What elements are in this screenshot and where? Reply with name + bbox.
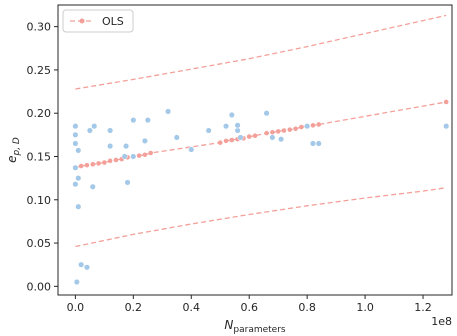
ols-fit-point (275, 129, 281, 134)
y-label-main: e (5, 155, 19, 162)
scatter-point (75, 147, 82, 154)
ols-fit-point (264, 130, 269, 136)
scatter-point (72, 131, 79, 138)
scatter-point (234, 122, 241, 129)
x-tick-label: 0.2 (125, 301, 143, 314)
plot-area (57, 4, 453, 296)
scatter-point (188, 146, 195, 153)
ols-fit-point (102, 160, 107, 165)
scatter-point (121, 153, 128, 160)
y-tick-label: 0.15 (27, 150, 52, 163)
scatter-point (165, 108, 172, 115)
scatter-point (86, 127, 93, 134)
y-tick-label: 0.30 (27, 21, 52, 34)
legend-box (62, 9, 134, 33)
ols-fit-point (316, 122, 322, 127)
ols-fit-point (293, 126, 298, 132)
ols-fit-point (287, 127, 293, 132)
ols-layer (73, 14, 449, 248)
scatter-point (269, 134, 276, 141)
ols-fit-point (107, 158, 113, 164)
y-tick-label: 0.00 (27, 280, 52, 293)
ols-fit-point (84, 162, 90, 168)
ols-fit-point (113, 157, 119, 163)
x-tick-label: 0.6 (240, 301, 258, 314)
ols-fit-point (96, 161, 101, 166)
scatter-point (89, 183, 96, 190)
x-tick-label: 0.0 (67, 301, 85, 314)
scatter-point (278, 136, 285, 143)
y-axis-label: ep, D (5, 137, 22, 163)
scatter-point (141, 137, 148, 144)
ols-fit-point (281, 128, 287, 133)
x-axis-label: Nparameters (224, 318, 285, 335)
scatter-point (72, 123, 79, 130)
x-axis: 0.0 0.2 0.4 0.6 0.8 1.0 1.2 (67, 295, 432, 314)
y-axis: 0.00 0.05 0.10 0.15 0.20 0.25 0.30 (27, 21, 58, 293)
scatter-point (304, 123, 311, 130)
scatter-point (124, 179, 131, 186)
scatter-point (75, 203, 82, 210)
y-label-sub: p, D (12, 137, 22, 156)
ols-fit-point (217, 140, 223, 145)
scatter-point (237, 134, 244, 141)
ols-fit-point (299, 124, 304, 130)
ols-fit-point (246, 134, 252, 139)
y-tick-label: 0.10 (27, 194, 52, 207)
scatter-point (315, 140, 322, 147)
scatter-point (173, 134, 180, 141)
scatter-point (72, 140, 79, 147)
ols-fit-point (148, 150, 154, 156)
plot-frame (57, 4, 453, 296)
scatter-point (107, 143, 114, 150)
scatter-point (72, 164, 79, 171)
scatter-point (123, 143, 130, 150)
scatter-point (72, 181, 79, 188)
ols-fit-point (443, 99, 449, 105)
ols-fit-point (310, 123, 316, 128)
scatter-point (83, 264, 91, 271)
x-tick-label: 0.8 (298, 301, 316, 314)
x-label-main: N (224, 318, 233, 332)
x-tick-label: 1.0 (356, 301, 374, 314)
scatter-point (91, 123, 98, 130)
scatter-point (309, 140, 316, 147)
ols-fit-point (78, 163, 84, 169)
y-tick-label: 0.05 (27, 237, 52, 250)
scatter-point (144, 117, 151, 124)
ols-fit-point (136, 153, 142, 158)
scatter-point (443, 123, 450, 130)
ols-upper-band-line (75, 14, 447, 90)
ols-fit-point (90, 161, 96, 167)
x-tick-label: 1.2 (414, 301, 432, 314)
ols-fit-point (252, 133, 258, 139)
ols-lower-band-line (75, 187, 447, 248)
x-offset-text: 1e8 (431, 315, 452, 328)
scatter-point (263, 110, 270, 117)
legend-ols-label: OLS (102, 15, 124, 28)
ols-fit-point (229, 137, 235, 143)
legend-ols-marker (79, 18, 85, 24)
scatter-point (130, 117, 137, 124)
y-tick-label: 0.25 (27, 64, 52, 77)
scatter-point (228, 111, 235, 118)
ols-fit-point (223, 138, 229, 144)
scatter-point (234, 127, 241, 134)
scatter-point (73, 278, 80, 286)
x-tick-label: 0.4 (183, 301, 201, 314)
y-tick-label: 0.20 (27, 107, 52, 120)
scatter-point (222, 123, 230, 130)
ols-fit-point (270, 129, 275, 135)
ols-fit-point (142, 152, 148, 158)
scatter-point (78, 261, 85, 268)
legend: OLS (62, 9, 134, 33)
scatter-point (205, 127, 212, 134)
scatter-point (107, 127, 114, 134)
points-layer (72, 108, 450, 286)
x-label-sub: parameters (233, 325, 286, 335)
ols-fit-line (75, 101, 447, 169)
scatter-point (75, 175, 82, 182)
scatter-point (130, 153, 137, 160)
